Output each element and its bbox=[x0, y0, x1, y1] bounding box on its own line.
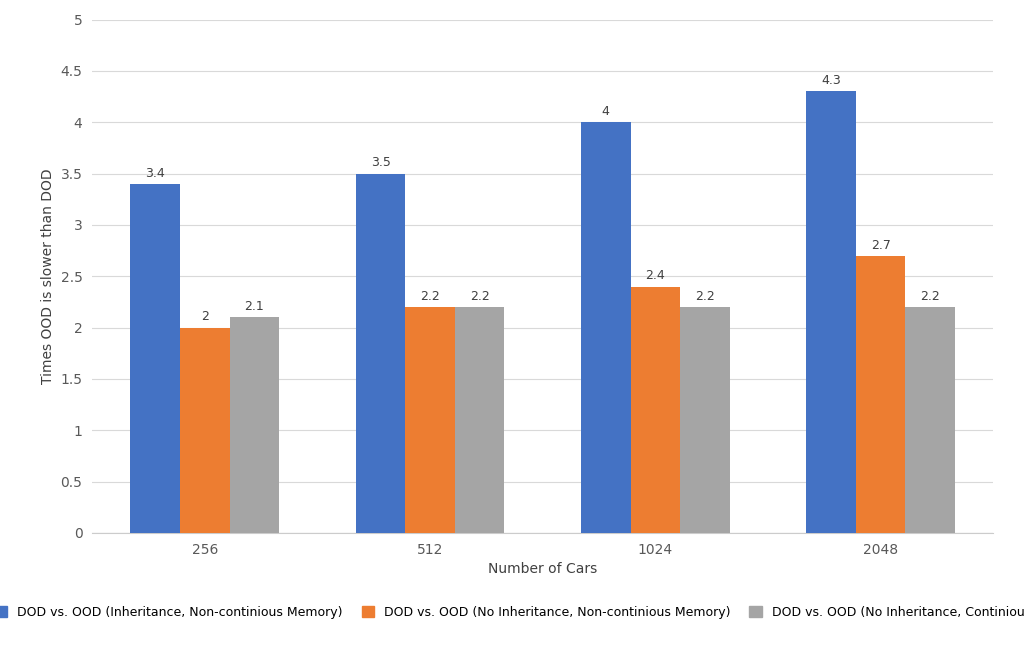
Text: 2.2: 2.2 bbox=[695, 290, 715, 303]
Bar bbox=[355, 174, 406, 533]
Text: 2.4: 2.4 bbox=[645, 269, 666, 282]
Y-axis label: Times OOD is slower than DOD: Times OOD is slower than DOD bbox=[41, 168, 55, 384]
Text: 2.2: 2.2 bbox=[470, 290, 489, 303]
Bar bbox=[856, 255, 905, 533]
Text: 2.1: 2.1 bbox=[245, 300, 264, 313]
Bar bbox=[229, 317, 280, 533]
Text: 3.5: 3.5 bbox=[371, 157, 390, 170]
Text: 4.3: 4.3 bbox=[821, 74, 841, 87]
Bar bbox=[631, 287, 680, 533]
Bar bbox=[180, 328, 229, 533]
Text: 2.2: 2.2 bbox=[420, 290, 440, 303]
Text: 2.2: 2.2 bbox=[921, 290, 940, 303]
Bar bbox=[680, 307, 730, 533]
Text: 2: 2 bbox=[201, 311, 209, 324]
Bar bbox=[905, 307, 955, 533]
Bar bbox=[130, 184, 180, 533]
Text: 2.7: 2.7 bbox=[870, 239, 891, 252]
Text: 3.4: 3.4 bbox=[145, 166, 165, 179]
X-axis label: Number of Cars: Number of Cars bbox=[488, 562, 597, 577]
Bar bbox=[406, 307, 455, 533]
Text: 4: 4 bbox=[602, 105, 609, 118]
Bar bbox=[806, 92, 856, 533]
Bar bbox=[581, 122, 631, 533]
Bar bbox=[455, 307, 505, 533]
Legend: DOD vs. OOD (Inheritance, Non-continious Memory), DOD vs. OOD (No Inheritance, N: DOD vs. OOD (Inheritance, Non-continious… bbox=[0, 601, 1024, 624]
